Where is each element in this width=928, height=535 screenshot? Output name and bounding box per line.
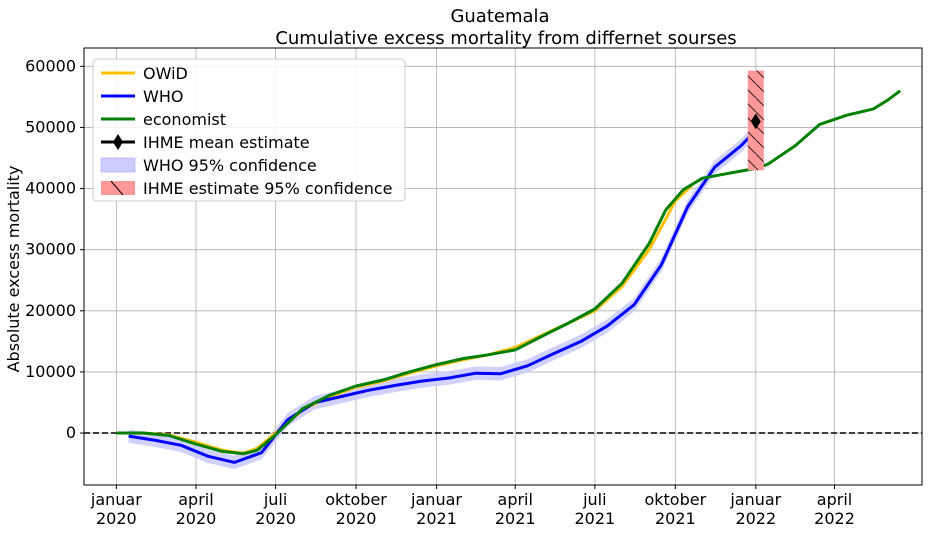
x-tick-label: januar	[729, 490, 781, 509]
ihme-layer	[747, 70, 764, 171]
y-axis-label: Absolute excess mortality	[4, 166, 23, 373]
chart-subtitle: Cumulative excess mortality from differn…	[275, 28, 736, 49]
legend-label: OWiD	[143, 64, 188, 83]
series-line-who	[128, 129, 757, 464]
y-tick-label: 0	[66, 423, 76, 442]
x-tick-label: april	[817, 490, 852, 509]
x-tick-label: 2020	[176, 509, 217, 528]
x-tick-label: 2021	[495, 509, 536, 528]
y-tick-label: 40000	[25, 179, 76, 198]
legend-label: IHME mean estimate	[143, 133, 310, 152]
legend-marker	[113, 134, 123, 150]
legend-label: WHO 95% confidence	[143, 156, 317, 175]
x-tick-label: oktober	[644, 490, 706, 509]
x-tick-label: 2021	[574, 509, 615, 528]
series-layer	[116, 89, 902, 464]
series-line-economist	[116, 89, 902, 456]
series-line-owid	[116, 184, 693, 455]
legend-swatch	[101, 181, 135, 195]
y-tick-label: 10000	[25, 362, 76, 381]
legend-label: WHO	[143, 87, 183, 106]
chart-title: Guatemala	[450, 6, 549, 27]
x-tick-label: 2022	[814, 509, 855, 528]
x-tick-label: januar	[90, 490, 142, 509]
legend-label: economist	[143, 110, 226, 129]
ihme-mean-marker	[750, 113, 761, 130]
x-tick-label: 2021	[655, 509, 696, 528]
x-tick-label: 2020	[255, 509, 296, 528]
legend-swatch	[100, 157, 136, 173]
x-tick-label: juli	[263, 490, 287, 509]
legend-hatch-line	[110, 180, 124, 196]
legend-label: IHME estimate 95% confidence	[143, 179, 392, 198]
x-tick-label: juli	[582, 490, 606, 509]
x-tick-label: 2020	[336, 509, 377, 528]
x-tick-label: 2022	[735, 509, 776, 528]
x-tick-label: 2020	[96, 509, 137, 528]
y-tick-label: 50000	[25, 117, 76, 136]
y-tick-label: 60000	[25, 56, 76, 75]
x-tick-label: april	[178, 490, 213, 509]
y-tick-label: 30000	[25, 240, 76, 259]
x-tick-label: oktober	[325, 490, 387, 509]
x-tick-label: januar	[410, 490, 462, 509]
tick-layer: 0100002000030000400005000060000januar202…	[25, 56, 855, 528]
x-tick-label: 2021	[416, 509, 457, 528]
y-tick-label: 20000	[25, 301, 76, 320]
x-tick-label: april	[498, 490, 533, 509]
legend-box	[92, 58, 406, 202]
legend: OWiD WHO economist IHME mean estimate WHO 95…	[92, 58, 406, 202]
plot-frame	[83, 47, 923, 486]
